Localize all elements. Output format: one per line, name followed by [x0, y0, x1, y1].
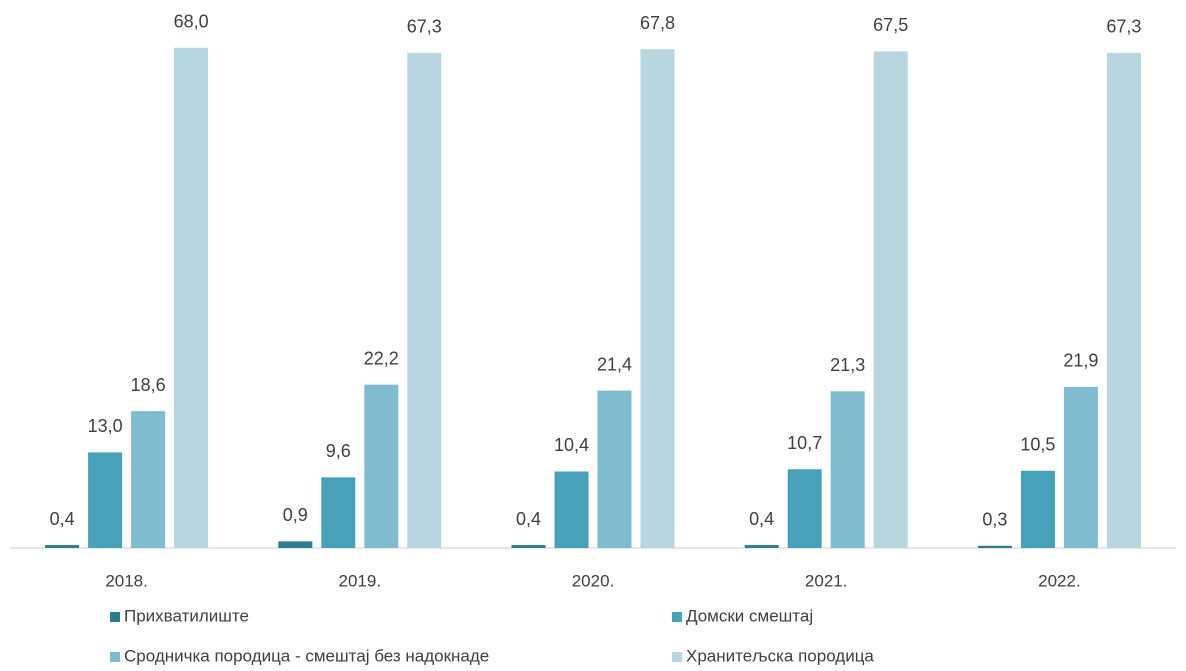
bar — [364, 384, 399, 548]
x-tick-label: 2022. — [1038, 571, 1081, 590]
legend-swatch — [110, 652, 120, 662]
data-label: 21,3 — [830, 355, 865, 375]
data-label: 0,4 — [50, 509, 75, 529]
bar — [787, 469, 822, 548]
legend-label: Сродничка породица - смештај без надокна… — [124, 646, 489, 665]
data-label: 9,6 — [326, 441, 351, 461]
bar — [174, 47, 209, 548]
data-label: 0,3 — [982, 510, 1007, 530]
bar — [407, 52, 442, 548]
data-label: 67,8 — [640, 13, 675, 33]
bar — [511, 545, 546, 548]
data-label: 18,6 — [131, 375, 166, 395]
bar — [744, 545, 779, 548]
bar — [1063, 386, 1098, 548]
bar — [1106, 52, 1141, 548]
bar — [131, 411, 166, 548]
data-label: 22,2 — [364, 348, 399, 368]
x-tick-label: 2019. — [339, 571, 382, 590]
data-label: 67,3 — [1106, 17, 1141, 37]
x-tick-label: 2021. — [805, 571, 848, 590]
data-label: 10,7 — [787, 433, 822, 453]
legend-swatch — [110, 612, 120, 622]
data-label: 0,4 — [516, 509, 541, 529]
bar — [597, 390, 632, 548]
data-label: 21,4 — [597, 354, 632, 374]
data-label: 10,4 — [554, 435, 589, 455]
data-label: 67,3 — [407, 17, 442, 37]
bar — [1020, 470, 1055, 548]
bar — [554, 471, 589, 548]
data-label: 0,9 — [283, 505, 308, 525]
data-label: 13,0 — [88, 416, 123, 436]
legend-label: Хранитељска породица — [686, 646, 874, 665]
bar — [45, 545, 80, 548]
bar — [977, 545, 1012, 548]
bar — [88, 452, 123, 548]
legend-swatch — [672, 612, 682, 622]
bar — [278, 541, 313, 548]
bar — [640, 49, 675, 548]
data-label: 68,0 — [174, 11, 209, 31]
data-label: 10,5 — [1020, 435, 1055, 455]
legend-label: Домски смештај — [686, 606, 813, 625]
bar — [830, 391, 865, 548]
legend-swatch — [672, 652, 682, 662]
bar — [873, 51, 908, 549]
x-tick-label: 2020. — [572, 571, 615, 590]
data-label: 21,9 — [1063, 351, 1098, 371]
x-tick-label: 2018. — [105, 571, 148, 590]
bar — [321, 477, 356, 548]
legend-label: Прихватилиште — [124, 606, 249, 625]
data-label: 0,4 — [749, 509, 774, 529]
data-label: 67,5 — [873, 15, 908, 35]
